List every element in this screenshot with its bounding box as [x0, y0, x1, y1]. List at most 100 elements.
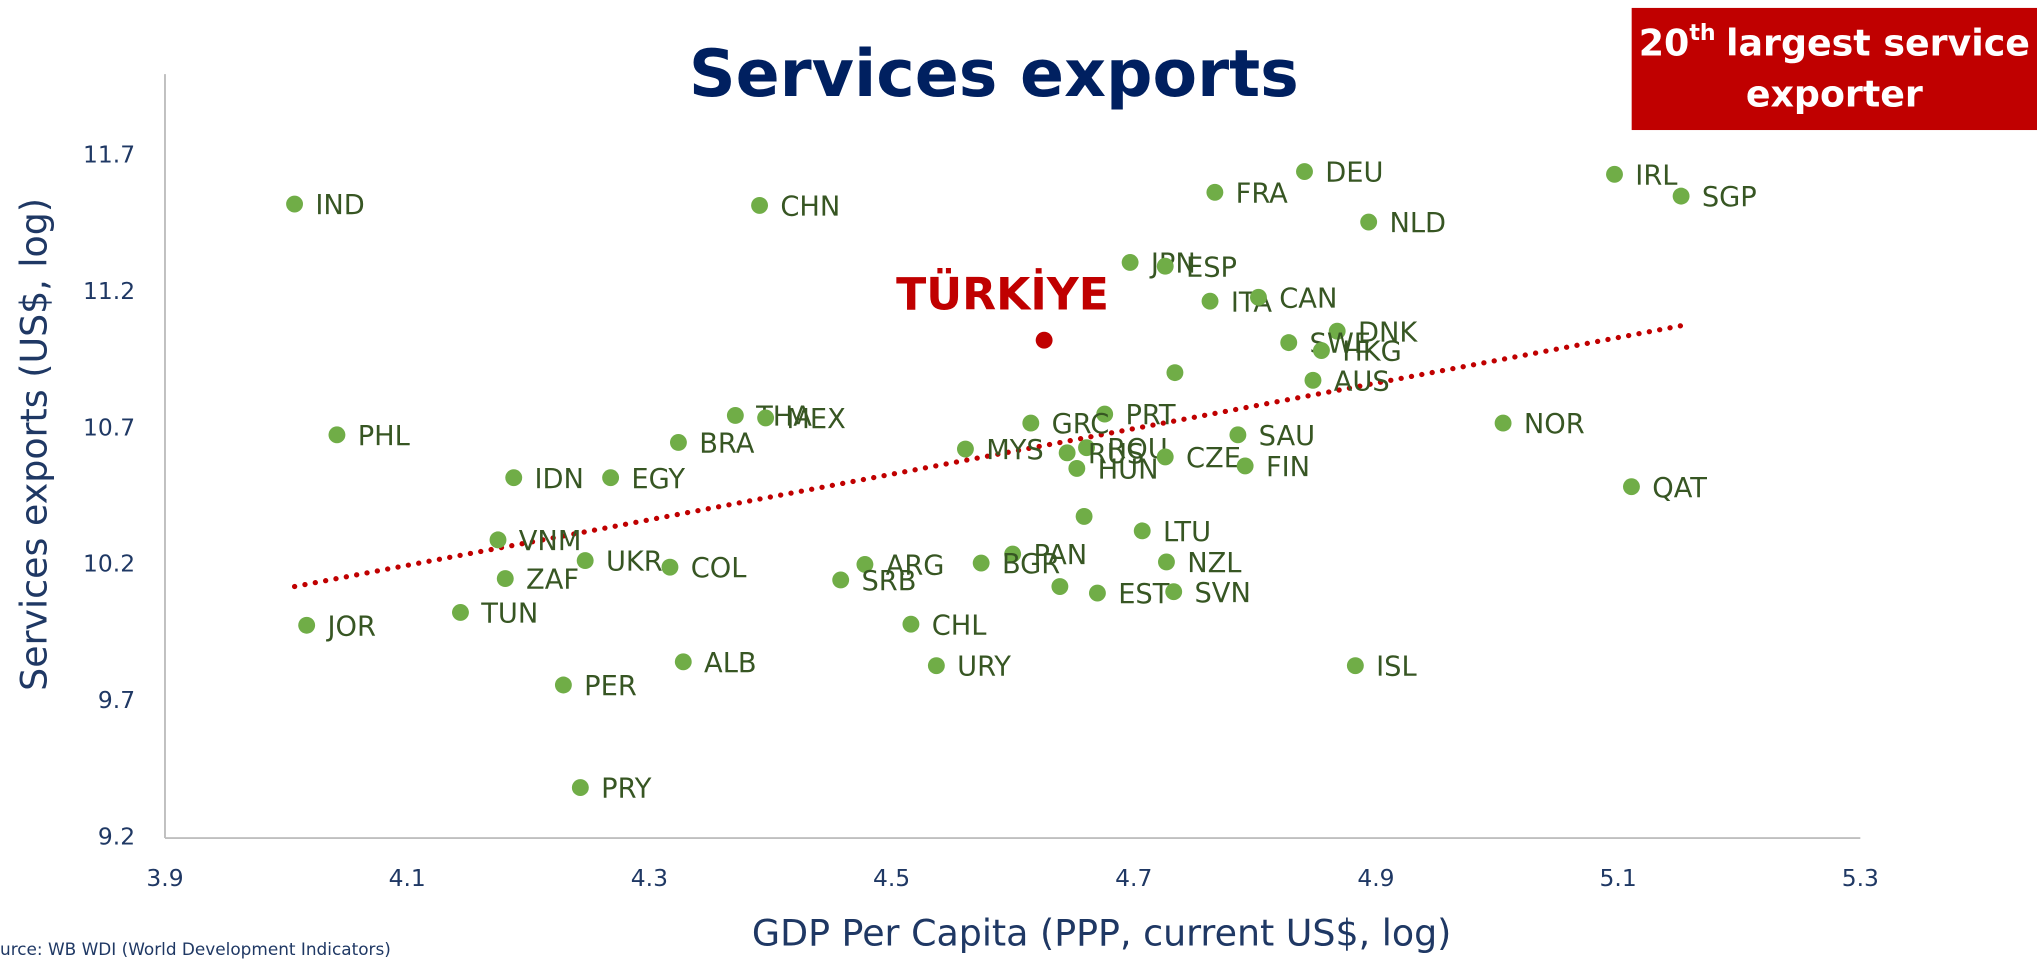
- point: [1346, 657, 1364, 675]
- y-axis-label: Services exports (US$, log): [12, 198, 55, 691]
- y-tick-label: 10.2: [83, 550, 135, 578]
- point-label: ISL: [1376, 652, 1417, 683]
- point-label: ALB: [704, 648, 757, 679]
- point: [832, 571, 850, 589]
- highlight-label: TÜRKİYE: [896, 267, 1109, 320]
- point: [328, 426, 346, 444]
- x-tick-label: 4.9: [1357, 864, 1394, 892]
- point-label: CHL: [932, 610, 988, 641]
- point-label: SGP: [1702, 182, 1757, 213]
- point: [1296, 163, 1313, 181]
- y-tick-label: 9.2: [98, 823, 135, 851]
- point-label: SAU: [1259, 421, 1315, 452]
- point-label: QAT: [1652, 473, 1707, 504]
- point: [576, 552, 594, 570]
- point: [452, 603, 469, 621]
- point-label: IDN: [535, 464, 584, 495]
- point: [1672, 187, 1690, 205]
- point: [1022, 414, 1040, 432]
- point: [669, 434, 687, 451]
- badge-box: [1631, 7, 2037, 131]
- point-label: UKR: [606, 547, 663, 578]
- point-label: SVN: [1194, 578, 1250, 609]
- source-note: urce: WB WDI (World Development Indicato…: [0, 939, 391, 959]
- x-tick-label: 3.9: [146, 864, 183, 892]
- point: [1304, 371, 1322, 389]
- badge-line: 20th largest service: [1639, 21, 2030, 65]
- point-label: MYS: [986, 435, 1044, 466]
- point: [726, 407, 744, 424]
- point: [1075, 507, 1093, 525]
- point-label: URY: [957, 652, 1011, 683]
- point-label: DEU: [1325, 158, 1383, 189]
- point-label: PHL: [358, 421, 411, 452]
- point-label: PAN: [1033, 540, 1087, 571]
- y-tick-label: 9.7: [98, 686, 135, 714]
- point-label: SRB: [861, 566, 916, 597]
- point: [856, 555, 874, 573]
- point-label: TUN: [480, 599, 538, 630]
- point: [674, 653, 692, 671]
- trendline: [291, 323, 1684, 590]
- point-label: IND: [315, 190, 364, 221]
- point-label: NLD: [1389, 208, 1446, 239]
- x-tick-label: 4.3: [631, 864, 668, 892]
- point-label: PRY: [601, 774, 652, 805]
- point: [1313, 342, 1330, 359]
- badge-text: exporter: [1746, 72, 1923, 115]
- x-tick-label: 5.1: [1600, 864, 1637, 892]
- chart-title: Services exports: [689, 37, 1299, 112]
- point: [571, 779, 589, 797]
- point-label: ITA: [1231, 287, 1273, 318]
- point-label: BRA: [699, 429, 755, 460]
- point-label: RUS: [1088, 439, 1144, 470]
- point-label: COL: [691, 553, 747, 584]
- point: [757, 409, 775, 427]
- point: [554, 676, 572, 694]
- point: [1328, 322, 1346, 340]
- point-label: CHN: [780, 191, 840, 222]
- point: [972, 554, 990, 572]
- point: [489, 531, 507, 549]
- point: [751, 196, 769, 214]
- point: [956, 440, 974, 458]
- point-label: CZE: [1186, 443, 1241, 474]
- point: [1201, 292, 1219, 310]
- y-tick-label: 11.2: [83, 277, 135, 305]
- point-label: BGR: [1002, 549, 1060, 580]
- point: [1166, 364, 1184, 382]
- point-label: IRL: [1635, 160, 1678, 191]
- point: [1494, 414, 1512, 432]
- point-label: CAN: [1279, 283, 1337, 314]
- point-label: EGY: [631, 464, 685, 495]
- point: [1051, 578, 1069, 595]
- point: [1088, 584, 1106, 602]
- point: [1068, 459, 1086, 477]
- point: [505, 469, 523, 487]
- badge-superscript: th: [1689, 21, 1715, 46]
- point: [1078, 439, 1095, 457]
- point: [1250, 288, 1267, 306]
- point-label: ESP: [1186, 252, 1237, 283]
- point: [1156, 448, 1174, 466]
- point-label: HKG: [1342, 337, 1402, 368]
- x-tick-label: 5.3: [1842, 864, 1879, 892]
- point: [496, 570, 514, 588]
- point: [602, 469, 620, 487]
- point-label: DNK: [1358, 317, 1418, 348]
- point: [927, 657, 945, 675]
- point: [1165, 583, 1183, 601]
- point: [1156, 257, 1174, 275]
- point: [1158, 553, 1175, 571]
- x-tick-label: 4.1: [389, 864, 426, 892]
- point: [902, 615, 920, 633]
- point-label: VNM: [519, 526, 582, 557]
- point: [1229, 426, 1247, 444]
- point-label: PRT: [1125, 400, 1175, 431]
- x-tick-label: 4.7: [1115, 864, 1152, 892]
- point-label: HUN: [1098, 454, 1159, 485]
- point: [1121, 253, 1139, 271]
- point: [1360, 213, 1378, 231]
- point-label: NOR: [1524, 409, 1585, 440]
